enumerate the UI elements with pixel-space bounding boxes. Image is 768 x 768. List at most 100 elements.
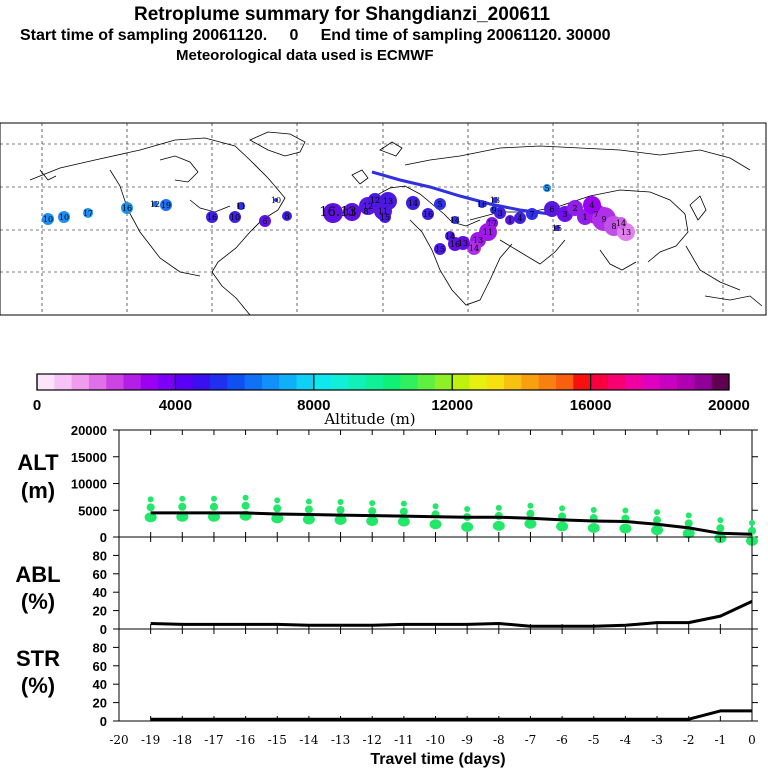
plume-label: 13: [458, 239, 468, 248]
alt-scatter-point: [273, 504, 282, 513]
x-tick-label: -20: [109, 733, 128, 747]
alt-scatter-point: [334, 514, 347, 525]
alt-scatter-point: [590, 507, 597, 514]
plume-label: 1: [582, 213, 587, 222]
colorbar-swatch: [54, 374, 73, 390]
colorbar-swatch: [210, 374, 228, 390]
y-tick-label: 20: [93, 604, 107, 619]
plume-label: 4: [517, 214, 522, 223]
plume-label: 8: [284, 212, 289, 221]
colorbar-swatch: [88, 374, 107, 390]
colorbar-swatch: [556, 374, 574, 390]
plume-label: 6: [549, 205, 554, 214]
alt-scatter-point: [495, 504, 502, 511]
x-tick-label: -12: [363, 733, 382, 747]
colorbar-swatch: [123, 374, 142, 390]
colorbar-swatch: [140, 374, 159, 390]
colorbar-swatch: [192, 374, 211, 390]
colorbar-swatch: [71, 374, 90, 390]
colorbar-swatch: [348, 374, 367, 390]
colorbar-swatch: [417, 374, 436, 390]
alt-scatter-point: [526, 509, 535, 518]
y-tick-label: 20: [93, 696, 107, 711]
alt-scatter-point: [369, 500, 376, 507]
plume-label: 13: [621, 228, 631, 237]
colorbar-swatch: [158, 374, 176, 390]
plume-label: 16: [450, 240, 460, 249]
y-tick-label: 15000: [71, 450, 107, 465]
plume-label: 13: [473, 236, 483, 245]
x-tick-label: -16: [236, 733, 255, 747]
y-tick-label: 5000: [78, 503, 107, 518]
alt-scatter-point: [144, 512, 157, 523]
colorbar-swatch: [486, 374, 505, 390]
alt-scatter-point: [619, 523, 632, 534]
plume-marker: [58, 211, 70, 223]
y-tick-label: 10000: [71, 477, 107, 492]
alt-scatter-point: [366, 516, 379, 527]
plume-marker: [490, 206, 498, 214]
plume-label: 11: [483, 228, 493, 237]
plume-marker: [422, 208, 434, 220]
alt-scatter-point: [241, 501, 250, 510]
plume-label: 13: [490, 196, 500, 205]
plume-marker: [42, 213, 54, 225]
altitude-colorbar: [36, 373, 730, 391]
x-tick-label: -9: [461, 733, 473, 747]
alt-scatter-point: [397, 516, 410, 527]
series-line-str: [150, 709, 752, 721]
travel-time-axis: -20 -19 -18 -17 -16 -15 -14 -13 -12 -11 -10 -9 -8 -7-…: [109, 733, 755, 747]
plume-trajectory: [371, 170, 551, 216]
colorbar-swatch: [383, 374, 401, 390]
plume-label: 14: [408, 199, 418, 208]
plume-label: 14: [469, 244, 479, 253]
y-tick-label: 20000: [71, 423, 107, 438]
colorbar-tick-label: 4000: [159, 397, 192, 414]
plume-marker: [434, 243, 446, 255]
plume-label: 12: [363, 202, 373, 211]
colorbar-swatch: [469, 374, 488, 390]
plume-label: 13: [383, 197, 393, 206]
y-tick-label: 60: [93, 659, 107, 674]
plume-label: 16: [122, 204, 132, 213]
panel-ylabel: STR: [16, 646, 60, 671]
plume-label: 1: [507, 216, 512, 225]
plume-marker: [434, 198, 446, 210]
alt-scatter-point: [147, 496, 154, 503]
alt-scatter-point: [716, 524, 725, 533]
plume-label: 3: [562, 210, 567, 219]
plume-marker: [478, 200, 486, 208]
plume-label: 17: [83, 209, 93, 218]
plume-marker: [445, 231, 455, 241]
alt-scatter-point: [368, 507, 377, 516]
colorbar-swatch: [452, 374, 470, 390]
plume-marker: [526, 208, 538, 220]
colorbar-tick-label: 8000: [297, 397, 330, 414]
x-tick-label: -10: [426, 733, 445, 747]
panel-ylabel: ALT: [17, 450, 59, 475]
alt-scatter-point: [682, 528, 695, 539]
plume-marker: [121, 202, 133, 214]
y-tick-label: 0: [100, 530, 107, 545]
alt-scatter-point: [302, 514, 315, 525]
plume-marker: [467, 241, 481, 255]
panel-ylabel: (%): [21, 589, 55, 614]
alt-scatter-point: [399, 507, 408, 516]
plume-label: 5: [544, 184, 549, 193]
plume-label: 8: [611, 222, 616, 231]
plume-label: 11: [378, 207, 388, 216]
x-tick-label: -11: [394, 733, 413, 747]
alt-scatter-point: [651, 525, 664, 536]
panel-abl: 0 20 40 60 80 ABL(%): [15, 536, 758, 637]
alt-scatter-point: [749, 519, 755, 526]
panel-ylabel: (%): [21, 673, 55, 698]
colorbar-swatch: [106, 374, 124, 390]
plume-label: 15: [380, 213, 390, 222]
alt-scatter-point: [271, 513, 284, 524]
y-tick-label: 0: [100, 714, 107, 729]
plume-label: 14: [445, 232, 455, 241]
plume-marker: [282, 211, 292, 221]
met-data-note: Meteorological data used is ECMWF: [176, 47, 434, 64]
colorbar-swatch: [711, 374, 730, 390]
colorbar-swatch: [538, 374, 557, 390]
